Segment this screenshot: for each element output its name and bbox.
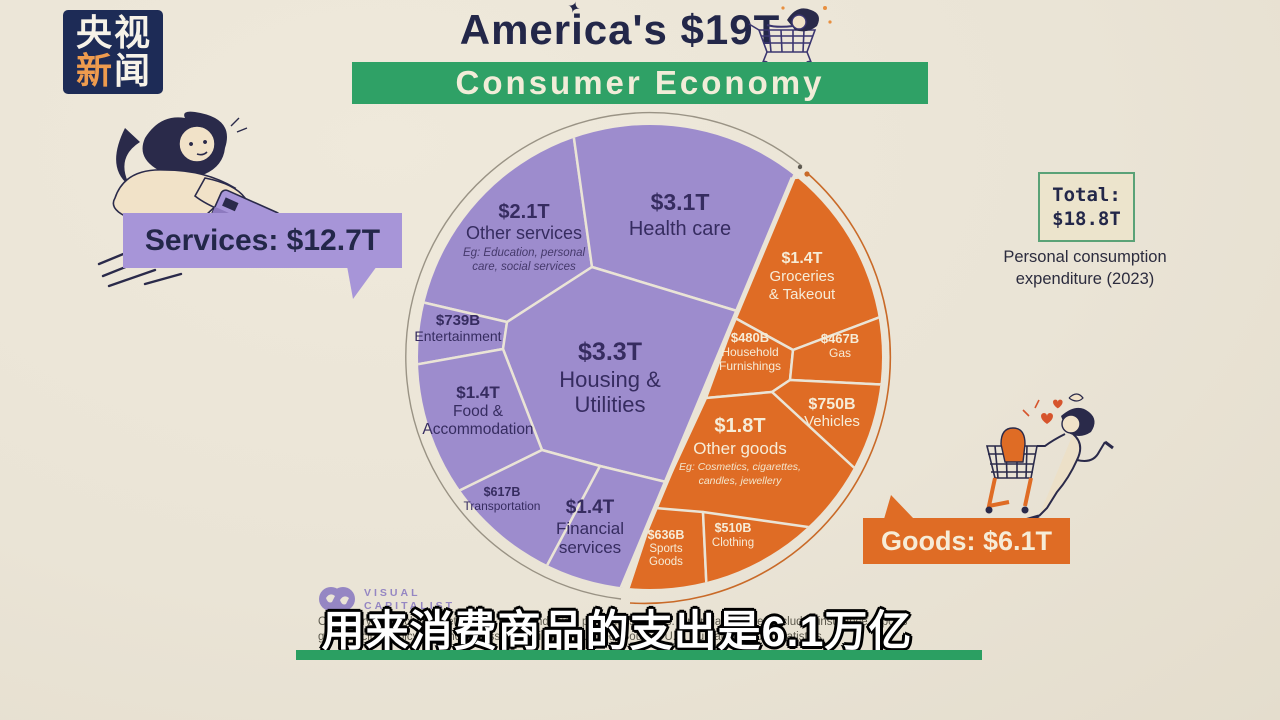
- cell-note: candles, jewellery: [699, 475, 783, 487]
- cell-label: Financial: [556, 519, 624, 538]
- logo-char: 视: [114, 12, 151, 53]
- cell-value: $3.3T: [578, 338, 642, 366]
- arc-dot: [804, 171, 810, 177]
- cell-label: & Takeout: [769, 286, 836, 303]
- cell-note: Eg: Education, personal: [463, 247, 586, 259]
- services-total-banner: Services: $12.7T: [123, 213, 402, 268]
- goods-total-banner: Goods: $6.1T: [863, 518, 1070, 564]
- cell-label: Health care: [629, 218, 731, 240]
- cell-label: services: [559, 538, 621, 557]
- cell-value: $480B: [731, 330, 769, 345]
- footnote-line: Other services includes net foreign trav…: [318, 616, 908, 628]
- cell-label: Goods: [649, 556, 683, 568]
- cell-label: Food &: [453, 403, 504, 420]
- cart-girl-illustration: [748, 6, 832, 70]
- vc-wordmark-line: CAPITALIST: [364, 600, 456, 612]
- cell-label: Household: [721, 345, 778, 359]
- cell-note: Eg: Cosmetics, cigarettes,: [679, 461, 801, 473]
- cell-label: Gas: [829, 346, 851, 360]
- cell-label: Vehicles: [804, 413, 860, 430]
- cell-value: $739B: [436, 312, 480, 329]
- cell-value: $467B: [821, 331, 859, 346]
- total-caption: Personal consumption expenditure (2023): [985, 246, 1185, 290]
- arc-dot: [797, 164, 803, 170]
- total-value: $18.8T: [1052, 208, 1121, 230]
- chinese-subtitle: 用来消费商品的支出是6.1万亿: [321, 608, 913, 656]
- cell-value: $3.1T: [651, 189, 710, 215]
- cell-value: $1.4T: [782, 250, 823, 267]
- total-label: Total:: [1052, 184, 1121, 206]
- cell-value: $510B: [715, 521, 752, 535]
- goods-outer-arc: [629, 171, 892, 605]
- shopping-bag: [1000, 427, 1026, 463]
- cell-note: care, social services: [472, 261, 576, 273]
- services-goods-divider: [619, 177, 796, 589]
- total-box: Total: $18.8T: [1038, 172, 1135, 242]
- cell-value: $750B: [808, 396, 855, 413]
- logo-char: 央: [75, 12, 112, 53]
- logo-char: 新: [75, 50, 112, 91]
- visual-capitalist-icon: [319, 587, 355, 611]
- cell-label: Entertainment: [414, 328, 501, 344]
- cell-label: Other goods: [693, 439, 787, 458]
- cell-label: Transportation: [464, 499, 541, 513]
- logo-char: 闻: [114, 50, 151, 91]
- visual-capitalist-logo: VISUAL CAPITALIST: [318, 584, 455, 614]
- footnote-line: goods includes bicycles and accessories.…: [318, 631, 825, 643]
- vc-wordmark-line: VISUAL: [364, 587, 421, 599]
- cell-label: Clothing: [712, 537, 754, 549]
- cell-value: $1.4T: [456, 383, 500, 402]
- cell-label: Other services: [466, 223, 582, 243]
- cell-label: Housing &: [559, 367, 661, 392]
- cell-value: $1.4T: [566, 497, 615, 518]
- bottom-green-bar: [296, 650, 982, 660]
- services-banner-tail: [347, 266, 377, 299]
- cell-label: Furnishings: [719, 359, 781, 373]
- cell-gas: [788, 303, 882, 388]
- services-outer-arc: [405, 112, 803, 600]
- cell-sports-goods: [616, 506, 710, 589]
- goods-banner-tail: [884, 495, 914, 519]
- caption-line: expenditure (2023): [1015, 270, 1155, 288]
- caption-line: Personal consumption: [1003, 248, 1167, 266]
- cell-label: Sports: [649, 543, 682, 555]
- cctv-news-logo: 央 视 新 闻: [63, 10, 163, 94]
- cell-value: $1.8T: [714, 415, 765, 437]
- cell-value: $617B: [484, 485, 521, 499]
- cell-label: Utilities: [575, 392, 646, 417]
- cell-label: Groceries: [769, 268, 834, 285]
- cell-label: Accommodation: [422, 421, 533, 438]
- banner-label: Consumer Economy: [455, 64, 825, 101]
- goods-total-label: Goods: $6.1T: [880, 525, 1053, 556]
- consumer-economy-banner: Consumer Economy: [352, 62, 928, 104]
- footnote: Other services includes net foreign trav…: [318, 615, 998, 645]
- services-total-label: Services: $12.7T: [144, 223, 381, 257]
- runner-cart-illustration: [985, 393, 1114, 522]
- cell-value: $636B: [648, 528, 685, 542]
- consumer-economy-chart: $3.1T Health care $2.1T Other services E…: [405, 112, 892, 605]
- cell-value: $2.1T: [498, 201, 549, 223]
- page-title: America's $19T: [459, 6, 781, 53]
